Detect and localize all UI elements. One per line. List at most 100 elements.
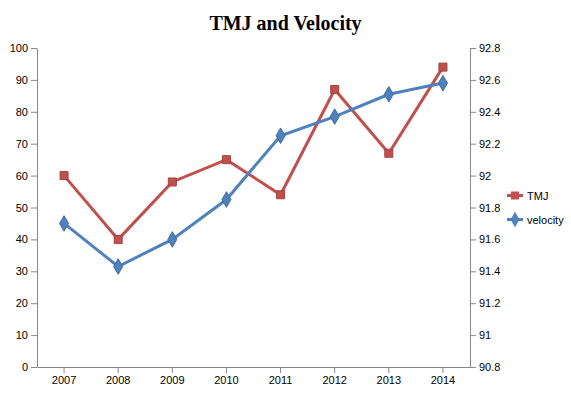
tick: 2014	[431, 367, 455, 386]
tick: 20	[16, 297, 37, 309]
tick-label: 92	[479, 170, 491, 182]
tick-mark	[31, 144, 37, 145]
tick: 2012	[322, 367, 346, 386]
tick-mark	[388, 367, 389, 373]
tick: 91.6	[470, 233, 500, 245]
tick: 10	[16, 329, 37, 341]
tick-label: 2008	[106, 374, 130, 386]
tick: 100	[10, 42, 37, 54]
tick-label: 2014	[431, 374, 455, 386]
tick-mark	[280, 367, 281, 373]
axis-line	[37, 49, 38, 368]
tick-label: 70	[16, 138, 28, 150]
tick-label: 92.6	[479, 74, 500, 86]
marker	[222, 156, 230, 164]
marker	[277, 191, 285, 199]
tick-mark	[470, 80, 476, 81]
tick-label: 40	[16, 233, 28, 245]
legend-item: velocity	[507, 212, 564, 228]
tick: 91.4	[470, 265, 500, 277]
tick: 92.4	[470, 106, 500, 118]
tick-mark	[31, 112, 37, 113]
legend-label: velocity	[527, 214, 564, 226]
tick: 2008	[106, 367, 130, 386]
tick-label: 2010	[214, 374, 238, 386]
marker	[385, 149, 393, 157]
tick-mark	[226, 367, 227, 373]
tick-mark	[470, 271, 476, 272]
tick-mark	[31, 208, 37, 209]
tick-label: 92.4	[479, 106, 500, 118]
tick-mark	[470, 176, 476, 177]
chart: TMJ and Velocity200720082009201020112012…	[0, 0, 571, 400]
tick-label: 91.8	[479, 202, 500, 214]
tick: 40	[16, 233, 37, 245]
y2-axis: 90.8 91 91.2 91.4 91.6 91.8 92 92.2 92.4 92.6 92.8	[470, 42, 500, 373]
legend-marker	[511, 212, 520, 228]
tick-mark	[64, 367, 65, 373]
tick: 50	[16, 202, 37, 214]
tick: 91.2	[470, 297, 500, 309]
tick-label: 91.2	[479, 297, 500, 309]
legend-item: TMJ	[507, 190, 548, 202]
tick: 2013	[377, 367, 401, 386]
tick: 91.8	[470, 202, 500, 214]
marker	[222, 192, 231, 208]
marker	[438, 75, 447, 91]
tick: 90	[16, 74, 37, 86]
tick-label: 10	[16, 329, 28, 341]
axis-line	[38, 367, 471, 368]
tick-mark	[470, 367, 476, 368]
marker	[60, 172, 68, 180]
tick-label: 2007	[52, 374, 76, 386]
tick-label: 2013	[377, 374, 401, 386]
tick-mark	[470, 335, 476, 336]
tick: 60	[16, 170, 37, 182]
tick-label: 2009	[160, 374, 184, 386]
tick-label: 60	[16, 170, 28, 182]
tick-label: 90	[16, 74, 28, 86]
marker	[168, 232, 177, 248]
series-line	[64, 67, 443, 239]
legend-marker	[511, 192, 519, 200]
marker	[60, 216, 69, 232]
tick-label: 91.4	[479, 265, 500, 277]
marker	[114, 235, 122, 243]
tick: 2009	[160, 367, 184, 386]
tick-label: 0	[22, 361, 28, 373]
tick-mark	[31, 335, 37, 336]
tick-mark	[31, 239, 37, 240]
plot: 2007 2008 2009 2010 2011 2012 2013 2014 0 10 20 30 4…	[10, 42, 501, 386]
tick: 91	[470, 329, 491, 341]
x-axis: 2007 2008 2009 2010 2011 2012 2013 2014	[38, 367, 471, 386]
tick-mark	[470, 208, 476, 209]
y-axis: 0 10 20 30 40 50 60 70 80 90 100	[10, 42, 38, 373]
tick: 92	[470, 170, 491, 182]
tick-mark	[118, 367, 119, 373]
tick-label: 2011	[269, 374, 293, 386]
tick-mark	[31, 271, 37, 272]
tick-label: 50	[16, 202, 28, 214]
tick-mark	[31, 176, 37, 177]
marker	[168, 178, 176, 186]
tick: 92.8	[470, 42, 500, 54]
tick-label: 80	[16, 106, 28, 118]
tick-mark	[442, 367, 443, 373]
tick: 0	[22, 361, 37, 373]
tick-label: 91	[479, 329, 491, 341]
tick: 30	[16, 265, 37, 277]
tick: 2010	[214, 367, 238, 386]
tick-mark	[470, 48, 476, 49]
tick-label: 90.8	[479, 361, 500, 373]
tick-mark	[31, 80, 37, 81]
tick-mark	[470, 303, 476, 304]
tick: 90.8	[470, 361, 500, 373]
tick: 92.6	[470, 74, 500, 86]
marks	[60, 63, 448, 274]
tick-mark	[172, 367, 173, 373]
tick-label: 92.8	[479, 42, 500, 54]
tick-label: 92.2	[479, 138, 500, 150]
marker	[331, 85, 339, 93]
chart-title: TMJ and Velocity	[209, 12, 361, 35]
tick-label: 2012	[322, 374, 346, 386]
